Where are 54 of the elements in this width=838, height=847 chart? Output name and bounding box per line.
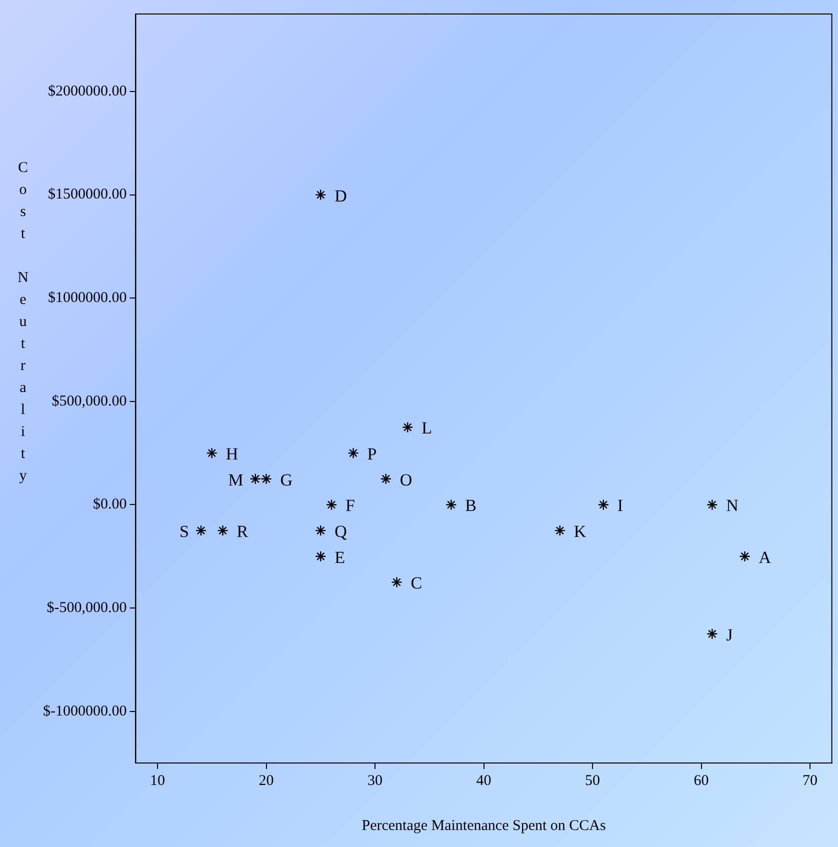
- y-tick-label: $0.00: [92, 496, 127, 513]
- point: [391, 576, 402, 588]
- point: [260, 473, 272, 484]
- series-label: A: [758, 548, 772, 567]
- series-label: O: [400, 470, 412, 490]
- series-label: R: [236, 522, 249, 542]
- y-axis-title: Cost Neutrality: [14, 160, 31, 490]
- series-label: B: [465, 496, 476, 516]
- point: [206, 447, 218, 459]
- y-tick-label: $500,000.00: [52, 393, 127, 410]
- point: [326, 499, 338, 510]
- series-label: E: [334, 548, 346, 567]
- point: [380, 473, 392, 484]
- series-label: S: [180, 522, 189, 542]
- y-tick-label: $1500000.00: [48, 186, 127, 203]
- point: [315, 189, 326, 200]
- y-tick-label: $1000000.00: [48, 290, 127, 306]
- series-label: I: [617, 496, 624, 516]
- x-tick-label: 60: [694, 772, 709, 789]
- point: [446, 499, 457, 510]
- y-tick-label: $-500,000.00: [46, 600, 127, 616]
- point: [217, 524, 228, 536]
- point: [348, 447, 359, 459]
- series-label: N: [726, 496, 738, 516]
- y-tick-label: $-1000000.00: [42, 703, 127, 720]
- series-label: M: [228, 470, 244, 490]
- point: [250, 473, 261, 484]
- series-label: G: [280, 470, 293, 490]
- series-label: H: [226, 444, 238, 464]
- series-label: J: [726, 625, 734, 644]
- series-label: L: [422, 418, 432, 438]
- point: [402, 422, 414, 433]
- point: [739, 550, 750, 562]
- x-tick-label: 30: [368, 772, 383, 789]
- point: [315, 524, 326, 536]
- point: [706, 628, 718, 640]
- series-label: F: [346, 496, 355, 516]
- point: [706, 499, 718, 510]
- x-tick-label: 20: [258, 772, 274, 789]
- x-tick-label: 70: [802, 772, 818, 789]
- series-label: C: [410, 574, 422, 593]
- series-label: P: [367, 444, 377, 464]
- point: [598, 499, 610, 510]
- series-label: K: [574, 522, 587, 542]
- x-axis-title: Percentage Maintenance Spent on CCAs: [362, 818, 606, 834]
- point: [554, 524, 566, 536]
- x-tick-label: 50: [585, 772, 600, 789]
- series-label: D: [334, 186, 347, 206]
- y-tick-label: $2000000.00: [48, 83, 127, 100]
- x-tick-label: 10: [150, 772, 165, 789]
- series-label: Q: [334, 522, 347, 542]
- x-tick-label: 40: [476, 772, 492, 789]
- point: [315, 550, 326, 562]
- point: [195, 524, 207, 536]
